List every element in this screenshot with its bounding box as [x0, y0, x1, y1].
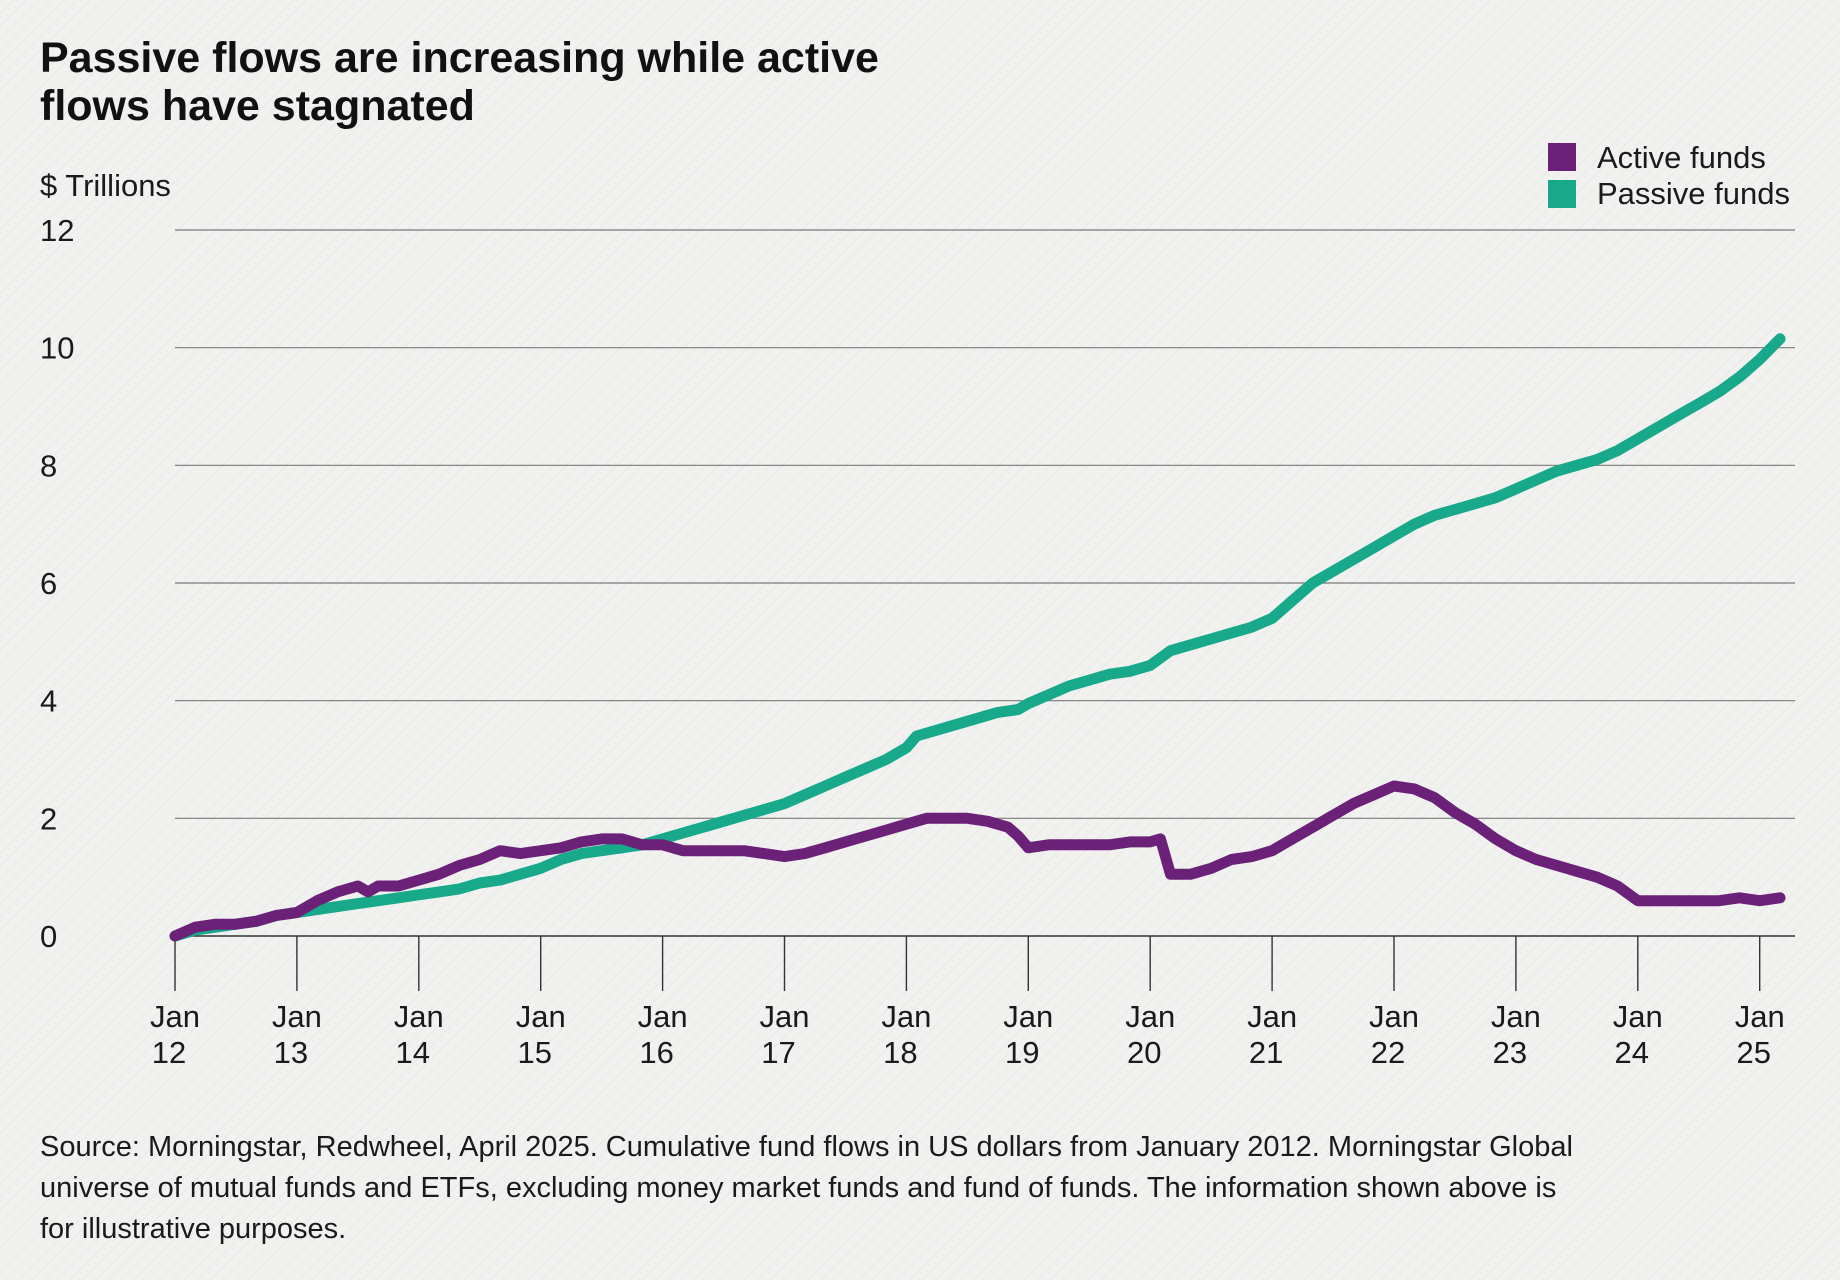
- x-tick-label-month: Jan: [1247, 999, 1297, 1034]
- y-tick-label: 4: [40, 684, 57, 719]
- chart-title-line-2: flows have stagnated: [40, 82, 475, 130]
- series-line-active-funds: [169, 780, 1786, 942]
- y-tick-label: 10: [40, 331, 74, 366]
- x-tick-label-year: 20: [1127, 1035, 1161, 1070]
- x-tick-label-year: 14: [396, 1035, 430, 1070]
- series-lines: [169, 333, 1786, 942]
- x-tick-label-year: 13: [274, 1035, 308, 1070]
- chart-title-line-1: Passive flows are increasing while activ…: [40, 34, 879, 82]
- source-line-1: Source: Morningstar, Redwheel, April 202…: [40, 1131, 1573, 1163]
- x-tick-label-year: 22: [1371, 1035, 1405, 1070]
- y-tick-label: 8: [40, 448, 57, 483]
- x-tick-label-year: 24: [1615, 1035, 1649, 1070]
- x-tick-label-year: 12: [152, 1035, 186, 1070]
- source-line-2: universe of mutual funds and ETFs, exclu…: [40, 1172, 1556, 1204]
- x-tick-label-month: Jan: [394, 999, 444, 1034]
- x-tick-label-month: Jan: [1125, 999, 1175, 1034]
- x-tick-label-month: Jan: [638, 999, 688, 1034]
- gridlines: [175, 229, 1795, 819]
- x-tick-label-month: Jan: [272, 999, 322, 1034]
- x-tick-label-year: 21: [1249, 1035, 1283, 1070]
- x-tick-label-month: Jan: [1491, 999, 1541, 1034]
- legend-label-passive-funds: Passive funds: [1597, 176, 1790, 211]
- legend: Active funds Passive funds: [1548, 140, 1790, 211]
- legend-swatch-passive-funds: [1548, 180, 1576, 208]
- x-tick-label-year: 25: [1736, 1035, 1770, 1070]
- x-tick-label-month: Jan: [760, 999, 810, 1034]
- x-tick-label-year: 23: [1493, 1035, 1527, 1070]
- y-tick-label: 6: [40, 566, 57, 601]
- x-tick-label-month: Jan: [1369, 999, 1419, 1034]
- series-line-passive-funds: [169, 333, 1786, 942]
- y-axis-label: $ Trillions: [40, 168, 171, 203]
- x-tick-label-year: 17: [761, 1035, 795, 1070]
- x-tick-label-month: Jan: [1003, 999, 1053, 1034]
- x-tick-label-year: 15: [517, 1035, 551, 1070]
- legend-label-active-funds: Active funds: [1597, 140, 1766, 175]
- x-axis: Jan12Jan13Jan14Jan15Jan16Jan17Jan18Jan19…: [150, 935, 1795, 1070]
- x-tick-label-month: Jan: [1735, 999, 1785, 1034]
- source-note: Source: Morningstar, Redwheel, April 202…: [40, 1131, 1573, 1245]
- x-tick-label-year: 18: [883, 1035, 917, 1070]
- x-tick-label-month: Jan: [1613, 999, 1663, 1034]
- y-tick-label: 2: [40, 801, 57, 836]
- y-axis-ticks: 0 2 4 6 8 10 12: [40, 213, 74, 954]
- x-tick-label-year: 16: [639, 1035, 673, 1070]
- x-tick-label-year: 19: [1005, 1035, 1039, 1070]
- y-tick-label: 0: [40, 919, 57, 954]
- source-line-3: for illustrative purposes.: [40, 1213, 346, 1245]
- x-tick-label-month: Jan: [881, 999, 931, 1034]
- y-tick-label: 12: [40, 213, 74, 248]
- x-tick-label-month: Jan: [150, 999, 200, 1034]
- legend-swatch-active-funds: [1548, 143, 1576, 171]
- x-tick-label-month: Jan: [516, 999, 566, 1034]
